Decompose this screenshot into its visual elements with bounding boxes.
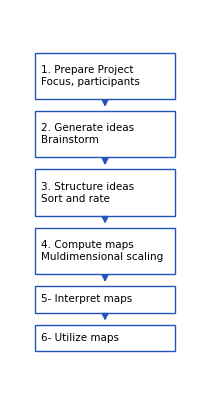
Text: 1. Prepare Project: 1. Prepare Project (41, 65, 133, 75)
Text: 3. Structure ideas: 3. Structure ideas (41, 182, 133, 192)
Text: Focus, participants: Focus, participants (41, 77, 139, 87)
Bar (35, 169, 174, 216)
Text: Brainstorm: Brainstorm (41, 135, 98, 145)
Text: Sort and rate: Sort and rate (41, 194, 109, 204)
Bar (35, 325, 174, 351)
Text: 4. Compute maps: 4. Compute maps (41, 240, 133, 250)
Text: Muldimensional scaling: Muldimensional scaling (41, 252, 162, 262)
Text: 5- Interpret maps: 5- Interpret maps (41, 294, 131, 304)
Text: 2. Generate ideas: 2. Generate ideas (41, 123, 133, 133)
Bar (35, 286, 174, 313)
Bar (35, 111, 174, 158)
Bar (35, 53, 174, 99)
Text: 6- Utilize maps: 6- Utilize maps (41, 333, 118, 343)
Bar (35, 228, 174, 274)
